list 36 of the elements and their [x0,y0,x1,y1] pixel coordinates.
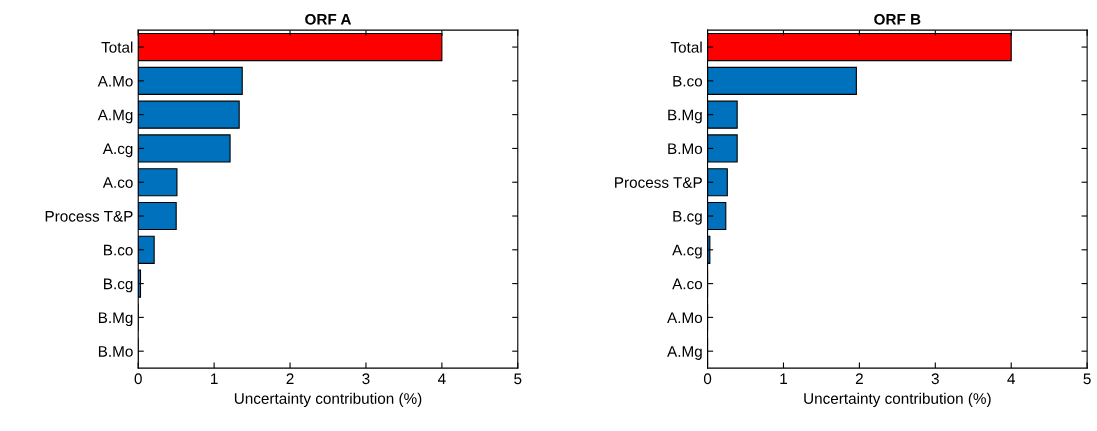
x-tick-label: 1 [780,373,787,385]
x-tick-label: 2 [855,373,863,385]
x-tick-label: 3 [931,373,939,385]
chart-title: ORF B [874,13,921,25]
y-tick-label: B.cg [673,211,702,225]
y-tick-label: A.Mo [97,75,133,87]
y-tick-label: B.Mg [98,312,133,327]
y-tick-label: B.Mg [668,109,702,124]
y-tick-label: B.Mo [668,143,703,155]
x-tick-label: 0 [134,373,142,385]
x-tick-label: 1 [211,373,218,385]
x-tick-label: 4 [437,373,446,385]
y-tick-label: A.cg [102,143,133,158]
y-tick-label: B.co [673,75,703,87]
y-tick-label: Total [101,41,133,53]
chart-title: ORF A [305,13,352,25]
y-tick-label: A.Mg [667,346,702,360]
x-tick-label: 5 [1083,373,1091,385]
y-tick-label: B.co [104,244,133,256]
y-tick-label: Process T&P [615,177,702,188]
y-tick-label: A.co [672,278,703,290]
y-tick-label: B.Mo [98,346,133,357]
y-tick-label: A.co [102,177,133,188]
y-tick-label: B.cg [104,278,133,293]
x-axis-title: Uncertainty contribution (%) [234,392,422,407]
x-tick-label: 3 [362,373,370,385]
x-tick-label: 5 [514,373,522,385]
y-tick-label: A.cg [672,244,702,259]
y-tick-label: Process T&P [45,210,133,222]
y-tick-label: Total [670,41,702,53]
x-tick-label: 4 [1007,373,1016,385]
y-tick-label: A.Mg [97,109,133,124]
y-tick-label: A.Mo [667,312,703,324]
x-tick-label: 0 [703,373,712,385]
x-tick-label: 2 [286,373,294,385]
x-axis-title: Uncertainty contribution (%) [804,392,991,407]
